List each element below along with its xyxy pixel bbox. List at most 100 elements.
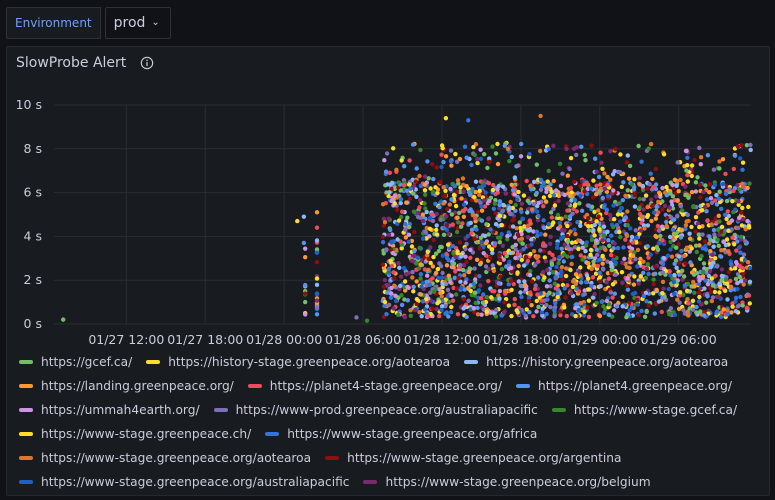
data-point xyxy=(683,192,688,198)
data-point xyxy=(426,176,431,181)
data-point xyxy=(380,262,386,267)
data-point xyxy=(670,194,676,199)
data-point xyxy=(672,272,677,278)
data-point xyxy=(643,275,649,281)
data-point xyxy=(534,298,539,304)
data-point xyxy=(601,304,606,309)
data-point xyxy=(690,307,696,312)
legend-item[interactable]: https://www-stage.greenpeace.org/aotearo… xyxy=(19,451,311,465)
data-point xyxy=(487,198,492,204)
data-point xyxy=(689,224,694,230)
data-point xyxy=(536,304,541,310)
data-point xyxy=(484,295,490,300)
data-point xyxy=(609,267,614,273)
data-point xyxy=(486,216,492,221)
data-point xyxy=(493,222,499,227)
data-point xyxy=(542,275,547,280)
data-point xyxy=(458,224,464,229)
data-point xyxy=(534,309,539,314)
data-point xyxy=(488,310,493,315)
data-point xyxy=(406,232,412,237)
data-point xyxy=(624,283,630,288)
data-point xyxy=(431,189,436,195)
data-point xyxy=(439,164,444,170)
data-point xyxy=(425,313,430,319)
data-point xyxy=(529,237,534,242)
data-point xyxy=(588,252,593,257)
legend-item[interactable]: https://gcef.ca/ xyxy=(19,355,132,369)
data-point xyxy=(514,226,519,231)
data-point xyxy=(487,156,492,161)
data-point xyxy=(695,175,700,180)
legend-item[interactable]: https://www-stage.greenpeace.org/argenti… xyxy=(325,451,621,465)
data-point xyxy=(737,263,742,269)
data-point xyxy=(454,292,459,297)
legend-item[interactable]: https://landing.greenpeace.org/ xyxy=(19,379,234,393)
legend-item[interactable]: https://history-stage.greenpeace.org/aot… xyxy=(146,355,450,369)
data-point xyxy=(702,239,708,244)
data-point xyxy=(735,239,740,244)
data-point xyxy=(434,165,439,170)
environment-select[interactable]: prod ⌄ xyxy=(104,7,171,39)
data-point xyxy=(514,164,519,169)
legend-item[interactable]: https://www-stage.greenpeace.org/austral… xyxy=(19,475,349,489)
data-point xyxy=(578,193,583,199)
legend-item[interactable]: https://planet4.greenpeace.org/ xyxy=(516,379,732,393)
data-point xyxy=(384,151,390,156)
data-point xyxy=(402,315,408,320)
data-point xyxy=(463,254,468,259)
data-point xyxy=(576,307,581,313)
data-point xyxy=(607,312,612,318)
legend-item[interactable]: https://ummah4earth.org/ xyxy=(19,403,200,417)
data-point xyxy=(603,247,608,252)
data-point xyxy=(717,199,723,205)
data-point xyxy=(435,190,440,196)
legend-item[interactable]: https://www-stage.greenpeace.org/belgium xyxy=(363,475,651,489)
data-point xyxy=(510,187,516,193)
data-point xyxy=(631,240,636,245)
legend-item[interactable]: https://www-stage.gcef.ca/ xyxy=(551,403,737,417)
data-point xyxy=(639,308,644,314)
data-point xyxy=(521,193,527,198)
data-point xyxy=(652,264,658,269)
data-point xyxy=(579,280,584,285)
legend-item[interactable]: https://www-stage.greenpeace.org/africa xyxy=(265,427,537,441)
data-point xyxy=(696,210,701,215)
data-point xyxy=(540,269,546,275)
data-point xyxy=(453,246,459,251)
data-point xyxy=(693,180,699,185)
data-point xyxy=(635,302,640,307)
data-point xyxy=(638,256,643,262)
data-point xyxy=(364,318,370,323)
data-point xyxy=(715,237,720,242)
data-point xyxy=(437,313,442,319)
data-point xyxy=(706,273,712,279)
data-point xyxy=(573,202,578,207)
data-point xyxy=(538,248,543,253)
data-point xyxy=(634,297,640,302)
info-circle-icon[interactable] xyxy=(140,56,154,70)
legend-item[interactable]: https://www-prod.greenpeace.org/australi… xyxy=(213,403,538,417)
data-point xyxy=(602,186,608,192)
data-point xyxy=(417,205,422,210)
data-point xyxy=(402,297,407,302)
data-point xyxy=(531,249,537,254)
legend-item[interactable]: https://history.greenpeace.org/aotearoa xyxy=(464,355,728,369)
data-point xyxy=(547,193,553,199)
data-point xyxy=(436,248,442,254)
data-point xyxy=(512,192,517,197)
data-point xyxy=(654,204,659,210)
data-point xyxy=(568,250,573,255)
data-point xyxy=(548,284,553,289)
x-tick-label: 01/28 06:00 xyxy=(325,332,401,347)
legend-item[interactable]: https://planet4-stage.greenpeace.org/ xyxy=(247,379,502,393)
data-point xyxy=(636,312,641,318)
data-point xyxy=(520,216,525,221)
data-point xyxy=(565,173,570,178)
legend-item[interactable]: https://www-stage.greenpeace.ch/ xyxy=(19,427,251,441)
data-point xyxy=(515,197,520,202)
data-point xyxy=(437,261,442,266)
data-point xyxy=(506,282,511,287)
data-point xyxy=(314,247,320,252)
data-point xyxy=(499,313,504,318)
